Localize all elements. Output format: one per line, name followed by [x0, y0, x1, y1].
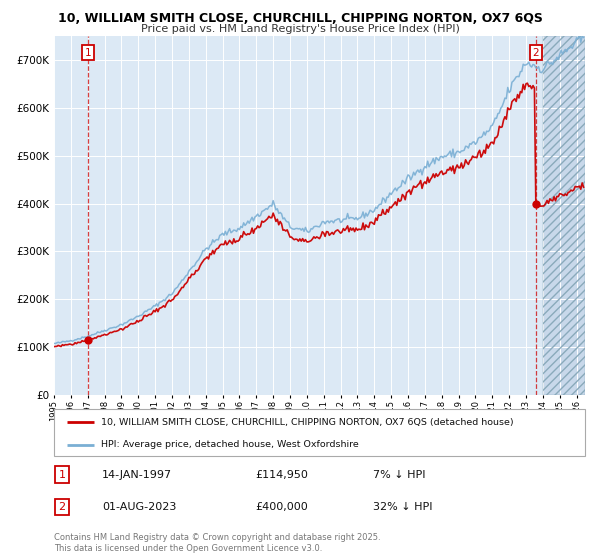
Bar	[543, 36, 585, 395]
Text: HPI: Average price, detached house, West Oxfordshire: HPI: Average price, detached house, West…	[101, 440, 358, 449]
Text: 10, WILLIAM SMITH CLOSE, CHURCHILL, CHIPPING NORTON, OX7 6QS: 10, WILLIAM SMITH CLOSE, CHURCHILL, CHIP…	[58, 12, 542, 25]
Bar	[543, 36, 585, 395]
Text: 2: 2	[532, 48, 539, 58]
Text: 2: 2	[58, 502, 65, 512]
Text: 7% ↓ HPI: 7% ↓ HPI	[373, 470, 425, 479]
Text: 1: 1	[58, 470, 65, 479]
Text: £400,000: £400,000	[256, 502, 308, 512]
Text: Contains HM Land Registry data © Crown copyright and database right 2025.
This d: Contains HM Land Registry data © Crown c…	[54, 533, 380, 553]
Text: 01-AUG-2023: 01-AUG-2023	[102, 502, 176, 512]
FancyBboxPatch shape	[54, 409, 585, 456]
Text: 10, WILLIAM SMITH CLOSE, CHURCHILL, CHIPPING NORTON, OX7 6QS (detached house): 10, WILLIAM SMITH CLOSE, CHURCHILL, CHIP…	[101, 418, 514, 427]
Text: 1: 1	[85, 48, 92, 58]
Text: 32% ↓ HPI: 32% ↓ HPI	[373, 502, 432, 512]
Text: £114,950: £114,950	[256, 470, 308, 479]
Text: Price paid vs. HM Land Registry's House Price Index (HPI): Price paid vs. HM Land Registry's House …	[140, 24, 460, 34]
Text: 14-JAN-1997: 14-JAN-1997	[102, 470, 172, 479]
